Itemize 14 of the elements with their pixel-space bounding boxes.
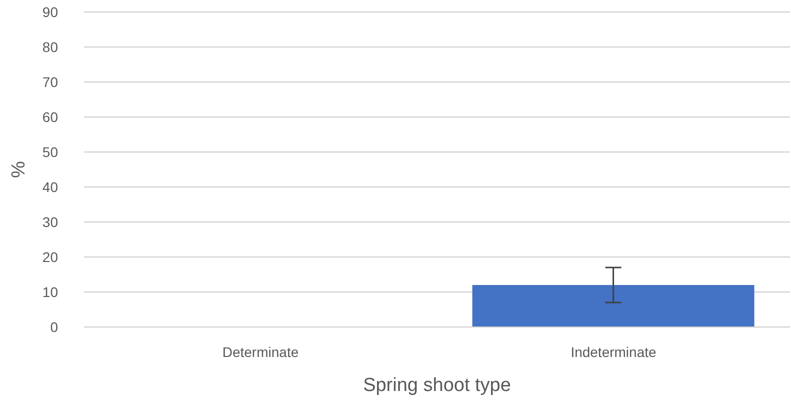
y-tick-label: 60 xyxy=(42,108,58,125)
x-tick-label: Determinate xyxy=(222,344,299,360)
y-tick-label: 50 xyxy=(42,144,58,160)
y-tick-label: 30 xyxy=(42,214,58,230)
y-tick-label: 10 xyxy=(42,284,58,300)
y-tick-label: 70 xyxy=(42,74,58,90)
y-tick-label: 80 xyxy=(42,38,58,55)
y-tick-label: 90 xyxy=(42,4,58,20)
y-axis-title: % xyxy=(8,160,30,178)
y-tick-label: 0 xyxy=(50,318,58,335)
x-tick-label: Indeterminate xyxy=(570,344,657,360)
x-axis-title: Spring shoot type xyxy=(363,375,511,396)
y-tick-label: 40 xyxy=(42,178,58,195)
y-tick-label: 20 xyxy=(42,248,58,265)
